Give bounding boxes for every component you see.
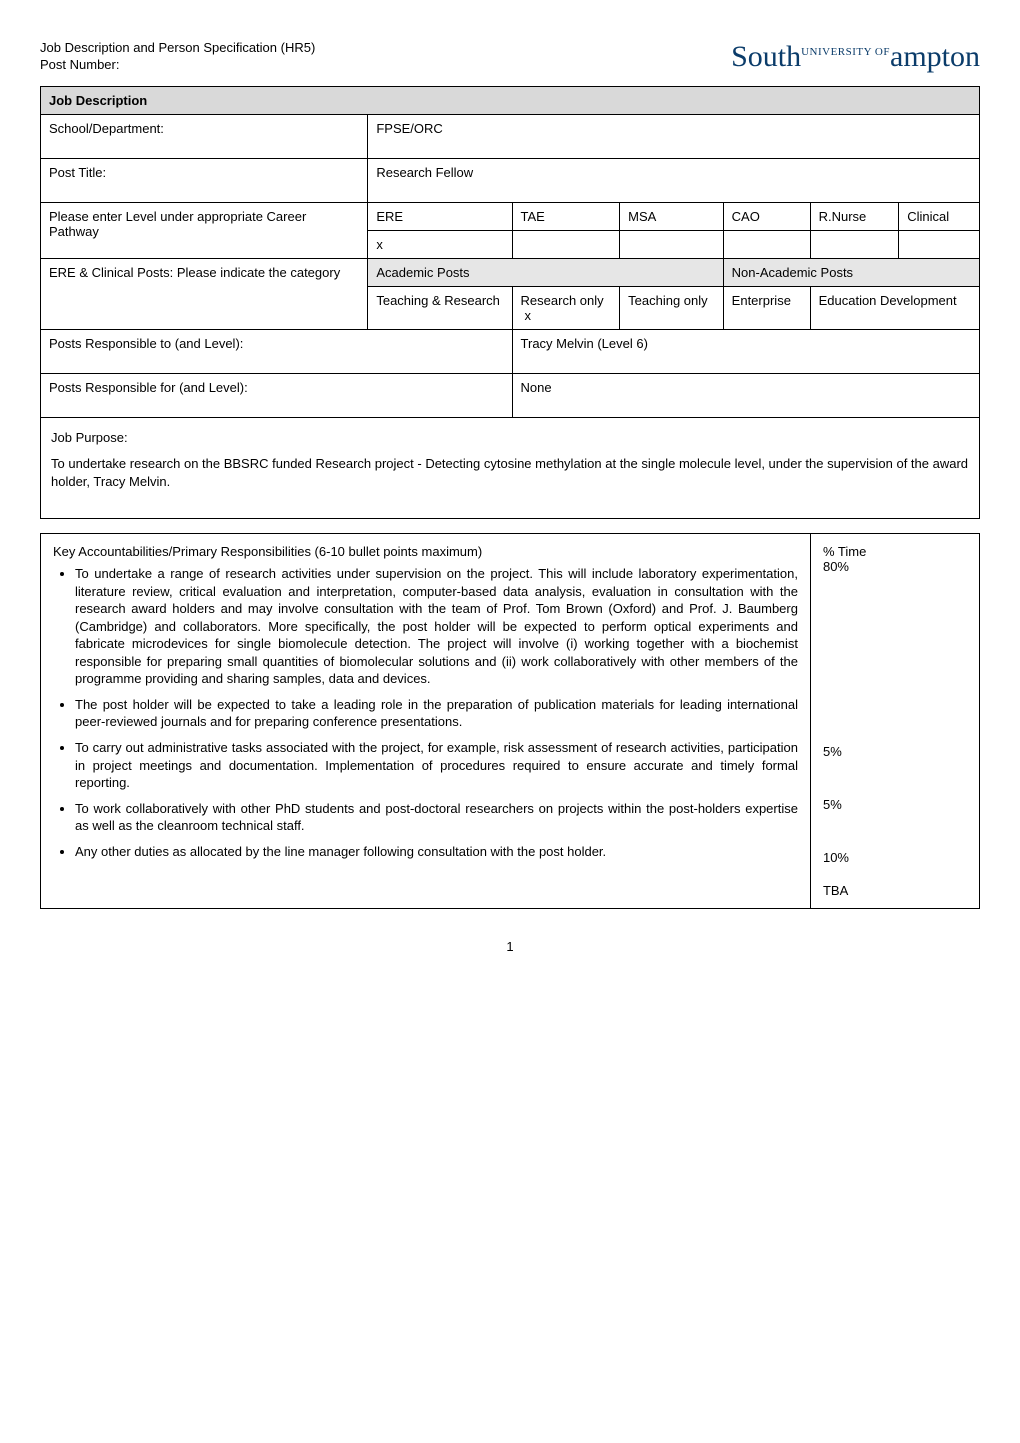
pathway-clinical-sel bbox=[899, 231, 980, 259]
cat-teaching-research: Teaching & Research bbox=[368, 287, 512, 330]
pathway-clinical: Clinical bbox=[899, 203, 980, 231]
resp-for-label: Posts Responsible for (and Level): bbox=[41, 374, 513, 418]
pathway-row: Please enter Level under appropriate Car… bbox=[41, 203, 980, 231]
resp-to-row: Posts Responsible to (and Level): Tracy … bbox=[41, 330, 980, 374]
header-line1: Job Description and Person Specification… bbox=[40, 40, 315, 57]
posts-label: ERE & Clinical Posts: Please indicate th… bbox=[41, 259, 368, 330]
page-container: Job Description and Person Specification… bbox=[40, 40, 980, 954]
acc-title: Key Accountabilities/Primary Responsibil… bbox=[53, 544, 798, 559]
time-4: TBA bbox=[823, 883, 967, 898]
post-title-label: Post Title: bbox=[41, 159, 368, 203]
pathway-msa-sel bbox=[620, 231, 724, 259]
resp-for-value: None bbox=[512, 374, 979, 418]
acc-item-2: To carry out administrative tasks associ… bbox=[75, 739, 798, 792]
school-label: School/Department: bbox=[41, 115, 368, 159]
section-title: Job Description bbox=[41, 87, 980, 115]
acc-left-cell: Key Accountabilities/Primary Responsibil… bbox=[41, 534, 811, 909]
acc-item-4: Any other duties as allocated by the lin… bbox=[75, 843, 798, 861]
acc-body-row: Key Accountabilities/Primary Responsibil… bbox=[41, 534, 980, 909]
header-left: Job Description and Person Specification… bbox=[40, 40, 315, 74]
purpose-text: To undertake research on the BBSRC funde… bbox=[51, 455, 969, 490]
pathway-msa: MSA bbox=[620, 203, 724, 231]
logo-sup: UNIVERSITY OF bbox=[801, 46, 890, 58]
cat-research-only: Research only x bbox=[512, 287, 620, 330]
pathway-ere-sel: x bbox=[368, 231, 512, 259]
pathway-cao: CAO bbox=[723, 203, 810, 231]
time-1: 5% bbox=[823, 744, 967, 759]
pathway-tae: TAE bbox=[512, 203, 620, 231]
school-row: School/Department: FPSE/ORC bbox=[41, 115, 980, 159]
time-2: 5% bbox=[823, 797, 967, 812]
pathway-cao-sel bbox=[723, 231, 810, 259]
posts-header-row: ERE & Clinical Posts: Please indicate th… bbox=[41, 259, 980, 287]
pathway-rnurse: R.Nurse bbox=[810, 203, 899, 231]
section-header-row: Job Description bbox=[41, 87, 980, 115]
header-row: Job Description and Person Specification… bbox=[40, 40, 980, 74]
header-line2: Post Number: bbox=[40, 57, 315, 74]
pathway-ere: ERE bbox=[368, 203, 512, 231]
page-number: 1 bbox=[40, 939, 980, 954]
level-label: Please enter Level under appropriate Car… bbox=[41, 203, 368, 259]
acc-item-0: To undertake a range of research activit… bbox=[75, 565, 798, 688]
academic-posts-label: Academic Posts bbox=[368, 259, 723, 287]
acc-right-cell: % Time 80% 5% 5% 10% TBA bbox=[810, 534, 979, 909]
pathway-tae-sel bbox=[512, 231, 620, 259]
acc-list: To undertake a range of research activit… bbox=[75, 565, 798, 860]
post-title-row: Post Title: Research Fellow bbox=[41, 159, 980, 203]
purpose-row: Job Purpose: To undertake research on th… bbox=[41, 418, 980, 519]
school-value: FPSE/ORC bbox=[368, 115, 980, 159]
cat-education-dev: Education Development bbox=[810, 287, 979, 330]
resp-to-value: Tracy Melvin (Level 6) bbox=[512, 330, 979, 374]
time-3: 10% bbox=[823, 850, 967, 865]
acc-item-3: To work collaboratively with other PhD s… bbox=[75, 800, 798, 835]
non-academic-posts-label: Non-Academic Posts bbox=[723, 259, 979, 287]
job-description-table: Job Description School/Department: FPSE/… bbox=[40, 86, 980, 519]
purpose-cell: Job Purpose: To undertake research on th… bbox=[41, 418, 980, 519]
time-header: % Time bbox=[823, 544, 967, 559]
purpose-label: Job Purpose: bbox=[51, 430, 969, 445]
post-title-value: Research Fellow bbox=[368, 159, 980, 203]
cat-enterprise: Enterprise bbox=[723, 287, 810, 330]
cat-teaching-only: Teaching only bbox=[620, 287, 724, 330]
resp-for-row: Posts Responsible for (and Level): None bbox=[41, 374, 980, 418]
acc-item-1: The post holder will be expected to take… bbox=[75, 696, 798, 731]
time-0: 80% bbox=[823, 559, 967, 574]
logo: SouthUNIVERSITY OFampton bbox=[731, 40, 980, 74]
accountabilities-table: Key Accountabilities/Primary Responsibil… bbox=[40, 533, 980, 909]
pathway-rnurse-sel bbox=[810, 231, 899, 259]
resp-to-label: Posts Responsible to (and Level): bbox=[41, 330, 513, 374]
